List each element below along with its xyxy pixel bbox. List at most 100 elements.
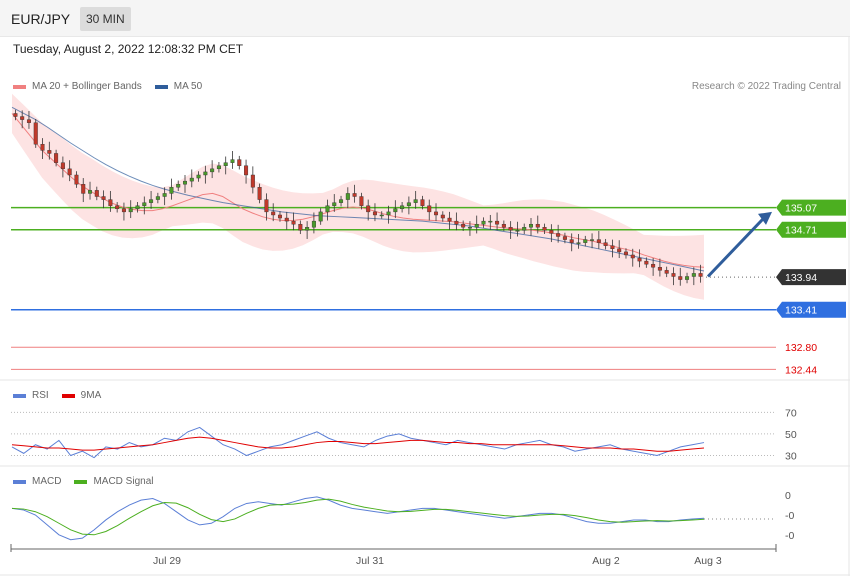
level-tag [776, 199, 846, 216]
candle-body [318, 211, 323, 222]
level-tag [776, 269, 846, 286]
candle-body [277, 214, 282, 219]
candle-body [169, 187, 174, 194]
candle-body [434, 211, 439, 216]
candle-body [81, 184, 86, 194]
candle-body [420, 199, 425, 206]
candle-body [88, 190, 93, 194]
candle-body [488, 220, 493, 223]
candle-body [630, 254, 635, 259]
level-label: 133.41 [785, 305, 817, 317]
x-tick-label: Jul 29 [153, 555, 181, 567]
candle-body [67, 168, 72, 176]
ma20-line [11, 113, 705, 268]
candle-body [223, 162, 228, 166]
candle-body [379, 214, 384, 217]
candle-body [637, 257, 642, 262]
candle-body [121, 208, 126, 213]
level-tag [776, 221, 846, 238]
candle-body [115, 205, 120, 210]
macd-signal-line [11, 498, 705, 536]
ma50-legend-swatch [154, 84, 168, 89]
candle-body [400, 205, 405, 210]
candle-body [26, 119, 31, 123]
chart-datetime: Tuesday, August 2, 2022 12:08:32 PM CET [13, 42, 244, 56]
candle-body [47, 150, 52, 154]
level-label: 135.07 [785, 203, 817, 215]
candle-body [440, 214, 445, 219]
rsi-line [11, 426, 705, 459]
macd-legend: MACD MACD Signal [13, 476, 166, 487]
candle-body [467, 227, 472, 229]
macd-signal-legend-swatch [74, 479, 88, 484]
rsi-legend-label: RSI [32, 390, 49, 401]
candle-body [264, 199, 269, 213]
candle-body [671, 273, 676, 277]
candle-body [325, 205, 330, 213]
timeframe-button[interactable]: 30 MIN [80, 7, 131, 31]
candle-body [691, 273, 696, 277]
rsi-legend-swatch [13, 393, 26, 398]
macd-tick-label: -0 [785, 530, 794, 542]
candle-body [590, 239, 595, 241]
candle-body [13, 113, 18, 117]
projection-arrowhead [758, 211, 772, 225]
candle-body [393, 208, 398, 213]
candle-body [372, 211, 377, 216]
x-tick-label: Aug 2 [592, 555, 620, 567]
candle-body [515, 230, 520, 232]
pair-title: EUR/JPY [11, 11, 71, 27]
projection-arrow [706, 216, 766, 278]
candle-body [556, 233, 561, 237]
candle-body [339, 199, 344, 203]
level-label: 132.80 [785, 342, 817, 354]
candle-body [271, 211, 276, 216]
candle-body [562, 236, 567, 240]
candle-body [250, 174, 255, 188]
price-legend: MA 20 + Bollinger Bands MA 50 [13, 81, 215, 92]
candle-body [542, 227, 547, 231]
macd-panel: 0 -0 -0 [11, 490, 794, 542]
macd-signal-legend-label: MACD Signal [93, 476, 154, 487]
candle-body [413, 199, 418, 203]
candle-body [366, 205, 371, 213]
candle-body [203, 171, 208, 176]
candle-body [657, 267, 662, 271]
candle-body [678, 276, 683, 280]
rsi-ma-line [11, 436, 705, 452]
candle-body [495, 220, 500, 225]
macd-legend-swatch [13, 479, 26, 484]
candle-body [522, 227, 527, 231]
candle-body [20, 116, 25, 120]
candle-body [311, 220, 316, 228]
x-tick-label: Jul 31 [356, 555, 384, 567]
candle-body [454, 220, 459, 225]
rsi-tick-label: 30 [785, 451, 797, 463]
level-tag [776, 301, 846, 318]
level-label: 134.71 [785, 225, 817, 237]
header-bar: EUR/JPY 30 MIN [0, 0, 850, 37]
candle-body [603, 242, 608, 246]
candle-body [189, 177, 194, 182]
x-axis: Jul 29 Jul 31 Aug 2 Aug 3 [10, 544, 777, 567]
candle-body [617, 248, 622, 253]
candle-body [569, 239, 574, 243]
candle-body [549, 230, 554, 234]
candle-body [359, 196, 364, 206]
candle-body [664, 270, 669, 274]
rsi-tick-label: 50 [785, 429, 797, 441]
candle-body [529, 223, 534, 228]
candle-body [182, 180, 187, 185]
ma50-legend-label: MA 50 [173, 81, 203, 92]
bollinger-band [12, 93, 704, 300]
level-label: 132.44 [785, 364, 817, 376]
candle-body [610, 245, 615, 250]
candle-body [230, 159, 235, 163]
candle-body [291, 220, 296, 225]
candle-body [128, 208, 133, 213]
candle-body [508, 227, 513, 231]
ma20-legend-swatch [13, 84, 26, 89]
candle-body [406, 202, 411, 206]
candle-body [345, 193, 350, 200]
candle-body [284, 217, 289, 222]
